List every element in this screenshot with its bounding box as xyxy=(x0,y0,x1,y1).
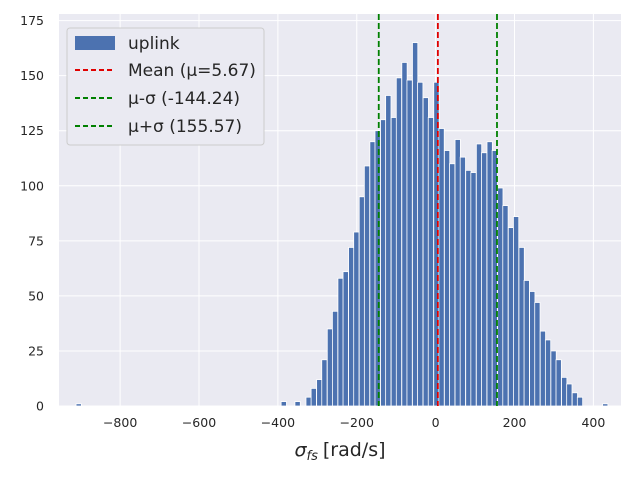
histogram-bars xyxy=(75,42,609,407)
histogram-bar xyxy=(395,77,403,407)
y-tick-label: 75 xyxy=(28,233,44,248)
histogram-bar xyxy=(75,403,82,407)
histogram-bar xyxy=(507,227,515,407)
x-tick-label: 0 xyxy=(432,415,440,430)
histogram-bar xyxy=(348,247,355,407)
legend-label-mean: Mean (μ=5.67) xyxy=(128,61,256,81)
histogram-bar xyxy=(497,187,504,407)
x-tick-label: −600 xyxy=(182,415,216,430)
histogram-bar xyxy=(444,150,451,407)
histogram-bar xyxy=(534,302,541,407)
y-tick-label: 25 xyxy=(28,343,44,358)
histogram-bar xyxy=(486,141,493,407)
histogram-bar xyxy=(481,152,488,407)
histogram-bar xyxy=(280,401,287,407)
histogram-bar xyxy=(602,403,609,407)
histogram-bar xyxy=(305,396,312,407)
histogram-bar xyxy=(427,117,434,407)
legend: uplink Mean (μ=5.67) μ-σ (-144.24) μ+σ (… xyxy=(66,27,265,146)
legend-label-mu-minus-sigma: μ-σ (-144.24) xyxy=(128,89,240,109)
histogram-bar xyxy=(294,401,301,407)
histogram-bar xyxy=(369,141,376,407)
y-tick-label: 100 xyxy=(20,178,44,193)
legend-label-uplink: uplink xyxy=(128,34,180,54)
y-tick-labels: 0 25 50 75 100 125 150 175 xyxy=(20,13,44,413)
histogram-bar xyxy=(412,42,419,407)
histogram-bar xyxy=(459,156,466,407)
histogram-bar xyxy=(550,350,557,407)
histogram-bar xyxy=(332,310,339,407)
x-tick-label: −200 xyxy=(340,415,374,430)
histogram-bar xyxy=(438,128,445,407)
histogram-bar xyxy=(513,216,520,407)
reference-lines xyxy=(377,14,498,406)
histogram-bar xyxy=(358,196,365,407)
legend-label-mu-plus-sigma: μ+σ (155.57) xyxy=(128,117,242,137)
histogram-bar xyxy=(363,165,371,407)
histogram-bar xyxy=(454,139,461,407)
histogram-bar xyxy=(544,339,552,407)
x-tick-labels: −800 −600 −400 −200 0 200 400 xyxy=(103,415,605,430)
x-tick-label: 400 xyxy=(581,415,605,430)
histogram-bar xyxy=(337,277,344,407)
histogram-bar xyxy=(342,271,349,407)
y-tick-label: 125 xyxy=(20,123,44,138)
histogram-bar xyxy=(326,328,334,407)
histogram-bar xyxy=(449,163,456,407)
histogram-bar xyxy=(406,79,413,407)
histogram-bar xyxy=(401,62,408,407)
legend-box xyxy=(66,27,265,146)
x-axis-label: σfs [rad/s] xyxy=(294,439,385,464)
histogram-bar xyxy=(353,231,360,407)
histogram-bar xyxy=(561,376,568,407)
histogram-bar xyxy=(475,143,483,407)
x-tick-label: −800 xyxy=(103,415,137,430)
y-tick-label: 50 xyxy=(28,288,44,303)
histogram-bar xyxy=(571,392,578,407)
y-tick-label: 0 xyxy=(36,399,44,414)
histogram-bar xyxy=(576,396,584,407)
histogram-bar xyxy=(470,172,477,407)
histogram-bar xyxy=(316,379,323,407)
x-tick-label: 200 xyxy=(503,415,527,430)
histogram-bar xyxy=(465,169,472,407)
histogram-bar xyxy=(385,95,392,407)
histogram-bar xyxy=(555,359,562,407)
histogram-bar xyxy=(321,359,328,407)
y-tick-label: 175 xyxy=(20,13,44,28)
histogram-bar xyxy=(523,280,530,407)
histogram-bar xyxy=(310,387,317,407)
histogram-bar xyxy=(417,81,424,407)
histogram-bar xyxy=(380,119,387,407)
histogram-bar xyxy=(422,97,429,407)
x-tick-label: −400 xyxy=(261,415,295,430)
histogram-bar xyxy=(529,291,536,407)
histogram-bar xyxy=(566,383,573,407)
legend-patch-uplink xyxy=(75,36,115,50)
histogram-bar xyxy=(539,330,546,407)
histogram-bar xyxy=(502,205,509,407)
histogram-bar xyxy=(390,117,397,407)
y-tick-label: 150 xyxy=(20,68,44,83)
histogram-bar xyxy=(518,247,525,407)
